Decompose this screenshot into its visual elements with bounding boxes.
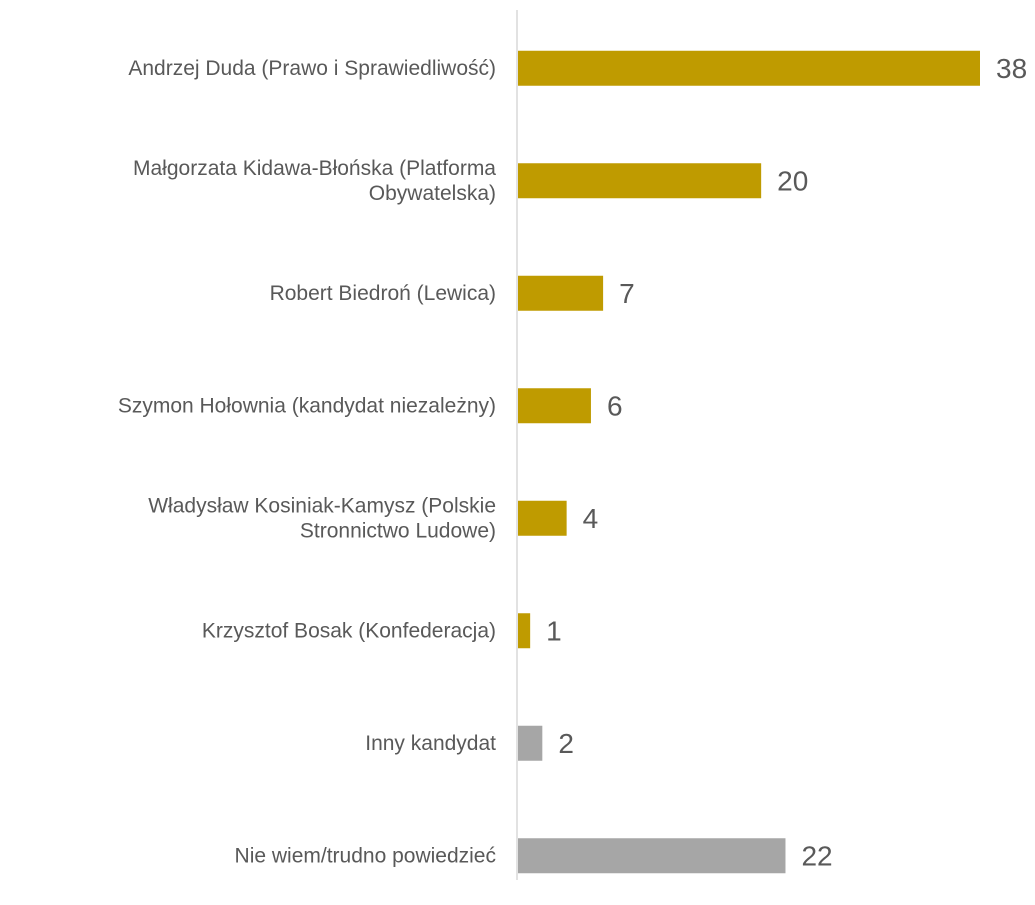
category-label: Robert Biedroń (Lewica) <box>270 282 496 305</box>
category-label: Szymon Hołownia (kandydat niezależny) <box>118 394 496 417</box>
data-label: 20 <box>777 165 808 196</box>
bar <box>518 388 591 424</box>
data-label: 7 <box>619 278 635 309</box>
category-labels-group: Andrzej Duda (Prawo i Sprawiedliwość) Mał… <box>118 57 496 868</box>
bar <box>518 50 980 86</box>
data-label: 22 <box>801 840 832 871</box>
bar <box>518 500 567 536</box>
bar <box>518 275 604 311</box>
bars-group <box>518 50 980 874</box>
data-label: 2 <box>558 728 574 759</box>
category-label: Andrzej Duda (Prawo i Sprawiedliwość) <box>128 57 496 80</box>
data-label: 4 <box>583 503 599 534</box>
bar <box>518 613 531 649</box>
data-label: 38 <box>996 53 1027 84</box>
category-label: Władysław Kosiniak-Kamysz (Polskie <box>148 494 496 517</box>
bar <box>518 838 786 874</box>
bar <box>518 725 543 761</box>
bar <box>518 163 762 199</box>
category-label: Inny kandydat <box>365 732 496 755</box>
category-label: Stronnictwo Ludowe) <box>300 519 496 542</box>
data-label: 6 <box>607 390 623 421</box>
category-label: Obywatelska) <box>369 182 496 205</box>
data-label: 1 <box>546 615 562 646</box>
category-label: Krzysztof Bosak (Konfederacja) <box>202 619 496 642</box>
category-label: Małgorzata Kidawa-Błońska (Platforma <box>133 157 496 180</box>
category-label: Nie wiem/trudno powiedzieć <box>235 844 496 867</box>
